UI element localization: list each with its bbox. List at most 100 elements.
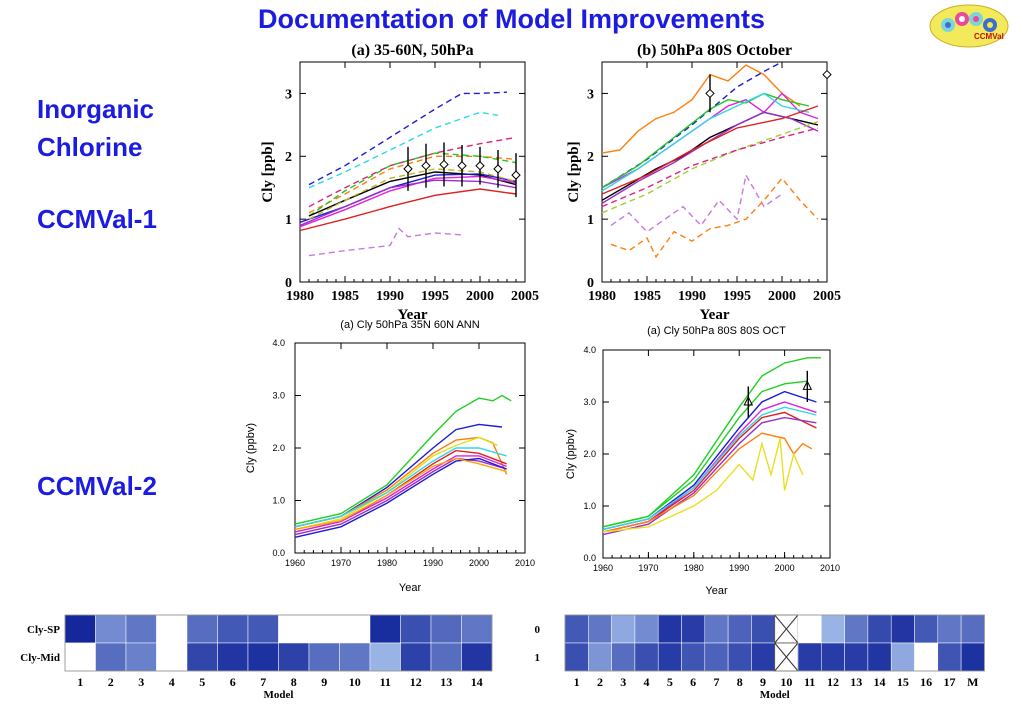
heatmap-cell: [588, 642, 612, 672]
series-line-5: [308, 152, 517, 217]
y-tick-label: 3.0: [583, 397, 596, 407]
x-tick-label: 2000: [466, 289, 494, 304]
y-axis-label: Cly (ppbv): [565, 429, 577, 479]
heatmap-cell: [156, 642, 188, 672]
x-tick-label: 1970: [638, 563, 658, 573]
y-tick-label: 0.0: [272, 548, 285, 558]
heatmap-cell: [400, 614, 432, 644]
obs-marker: [802, 380, 813, 390]
chart-title: (a) Cly 50hPa 80S 80S OCT: [647, 325, 786, 337]
heatmap-row-label: 1: [535, 652, 541, 664]
series-line-9: [299, 179, 517, 227]
heatmap-cell: [657, 642, 682, 672]
x-axis-label: Year: [705, 585, 728, 597]
x-tick-label: 1990: [729, 563, 749, 573]
heatmap-cell: [588, 614, 612, 644]
x-tick-label: 1995: [723, 289, 751, 304]
obs-marker: [439, 159, 449, 170]
heatmap-col-label: 1: [77, 675, 83, 689]
heatmap-col-label: 2: [108, 675, 114, 689]
heatmap-cell: [611, 642, 636, 672]
heatmap-cell: [727, 614, 752, 644]
obs-marker: [743, 395, 754, 406]
series-line-12: [308, 168, 517, 220]
series-line-8: [602, 438, 804, 533]
obs-marker: [457, 161, 467, 171]
heatmap-col-label: 14: [874, 675, 886, 689]
y-axis-label: Cly [ppb]: [566, 141, 582, 202]
heatmap-row-label: 0: [535, 624, 541, 636]
series-line-2: [602, 380, 808, 528]
chart-title: (b) 50hPa 80S October: [637, 42, 792, 59]
inorganic-chlorine-label: Inorganic Chlorine: [37, 90, 154, 166]
heatmap-col-label: 11: [380, 675, 391, 689]
heatmap-cell: [95, 614, 127, 644]
chart-a1: (a) 35-60N, 50hPa 1980 1985 1990 1995 2000 200…: [260, 42, 539, 323]
heatmap-col-label: 13: [440, 675, 452, 689]
x-tick-label: 1970: [331, 558, 351, 568]
x-tick-label: 1960: [593, 563, 613, 573]
heatmap-col-label: 8: [291, 675, 297, 689]
obs-marker: [421, 161, 431, 171]
y-tick-label: 2: [587, 150, 594, 165]
heatmap-cell: [308, 642, 340, 672]
logo-text: CCMVal: [974, 32, 1004, 41]
heatmap-cell: [430, 642, 462, 672]
x-tick-label: 2005: [813, 289, 841, 304]
heatmap-col-label: 6: [690, 675, 696, 689]
heatmap-cell: [634, 642, 659, 672]
heatmap-col-label: M: [967, 675, 978, 689]
heatmap-col-label: 3: [138, 675, 144, 689]
y-tick-label: 0: [587, 276, 594, 291]
heatmap-cell: [95, 642, 127, 672]
series-line-4: [601, 92, 810, 189]
heatmap-cross: [774, 642, 799, 672]
series-line-7: [602, 432, 813, 533]
heatmap-cell: [611, 614, 636, 644]
x-tick-label: 2005: [511, 289, 539, 304]
x-tick-label: 1990: [678, 289, 706, 304]
heatmap-col-label: 5: [199, 675, 205, 689]
series-line-10: [299, 188, 517, 232]
series-line-5: [602, 411, 817, 533]
series-line-6: [294, 455, 507, 533]
x-tick-label: 1990: [423, 558, 443, 568]
heatmap-cell: [247, 642, 279, 672]
chart-b1: (b) 50hPa 80S October 1980 1985 1990 1995 200…: [566, 42, 841, 323]
heatmap-cell: [751, 642, 775, 672]
heatmap-col-label: 17: [943, 675, 955, 689]
heatmap-cell: [681, 642, 706, 672]
heatmap-cell: [890, 642, 915, 672]
series-line-3: [308, 136, 517, 208]
series-line-10: [294, 457, 507, 531]
inorganic-label-line2: Chlorine: [37, 132, 143, 162]
heatmap-col-label: 2: [597, 675, 603, 689]
chart-title: (a) Cly 50hPa 35N 60N ANN: [340, 319, 479, 331]
series-line-8: [601, 105, 819, 195]
x-axis-label: Year: [700, 307, 730, 323]
y-tick-label: 3: [587, 87, 594, 102]
x-axis-label: Year: [399, 582, 422, 594]
series-line-11: [610, 173, 783, 233]
x-tick-label: 1995: [421, 289, 449, 304]
x-tick-label: 2000: [768, 289, 796, 304]
heatmap-col-label: 5: [667, 675, 673, 689]
heatmap-col-label: 9: [321, 675, 327, 689]
page-title: Documentation of Model Improvements: [257, 4, 766, 34]
x-tick-label: 1980: [377, 558, 397, 568]
heatmap-cell: [64, 642, 96, 672]
heatmap-cell: [844, 614, 869, 644]
x-tick-label: 1980: [684, 563, 704, 573]
series-line-1: [294, 394, 512, 525]
heatmap-cell: [278, 614, 310, 644]
y-tick-label: 3: [285, 87, 292, 102]
heatmap-col-label: 4: [644, 675, 650, 689]
heatmap-col-label: 6: [230, 675, 236, 689]
heatmap-col-label: 7: [260, 675, 266, 689]
y-tick-label: 2.0: [272, 443, 285, 453]
heatmap-cell: [704, 614, 729, 644]
series-line-1: [601, 64, 801, 154]
x-tick-label: 1985: [331, 289, 359, 304]
y-axis-label: Cly (ppbv): [245, 423, 257, 473]
